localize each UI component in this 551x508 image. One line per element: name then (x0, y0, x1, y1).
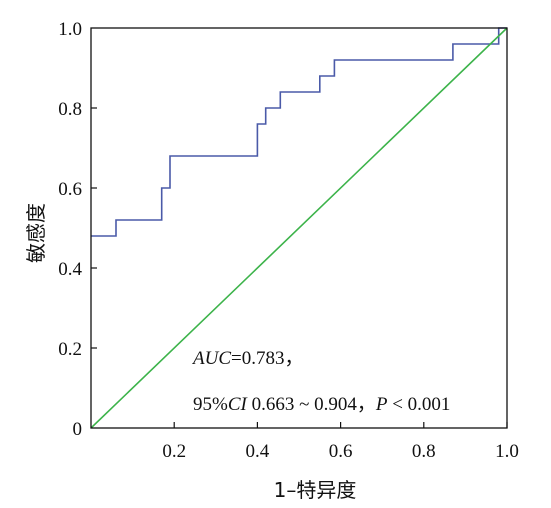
x-tick-label: 1.0 (495, 441, 519, 462)
y-tick-label: 1.0 (58, 19, 82, 40)
y-tick-label: 0.6 (58, 179, 82, 200)
y-tick-label: 0.4 (58, 259, 82, 280)
ci-range: 0.663 ~ 0.904， (247, 394, 376, 415)
p-value: < 0.001 (387, 394, 450, 415)
plot-frame (90, 27, 508, 429)
x-tick-label: 0.6 (329, 441, 353, 462)
auc-annotation: AUC=0.783， (191, 348, 303, 369)
x-axis-title: 1–特异度 (274, 478, 357, 502)
x-tick-label: 0.8 (412, 441, 436, 462)
y-axis-title: 敏感度 (24, 203, 48, 263)
y-tick-label: 0.2 (58, 339, 82, 360)
auc-label: AUC (191, 348, 231, 369)
ci-prefix: 95% (193, 394, 228, 415)
y-tick-label: 0.8 (58, 99, 82, 120)
ci-label: CI (228, 394, 249, 415)
ci-annotation: 95%CI 0.663 ~ 0.904，P < 0.001 (193, 394, 450, 415)
reference-diagonal-line (90, 27, 508, 429)
plot-content (90, 27, 508, 429)
y-axis-ticks: 0 0.2 0.4 0.6 0.8 1.0 (58, 19, 97, 440)
x-axis-ticks: 0.2 0.4 0.6 0.8 1.0 (162, 422, 519, 462)
y-tick-label: 0 (73, 419, 83, 440)
p-label: P (375, 394, 388, 415)
auc-value: =0.783， (231, 348, 303, 369)
x-tick-label: 0.4 (246, 441, 270, 462)
roc-curve (91, 27, 507, 237)
x-tick-label: 0.2 (162, 441, 186, 462)
